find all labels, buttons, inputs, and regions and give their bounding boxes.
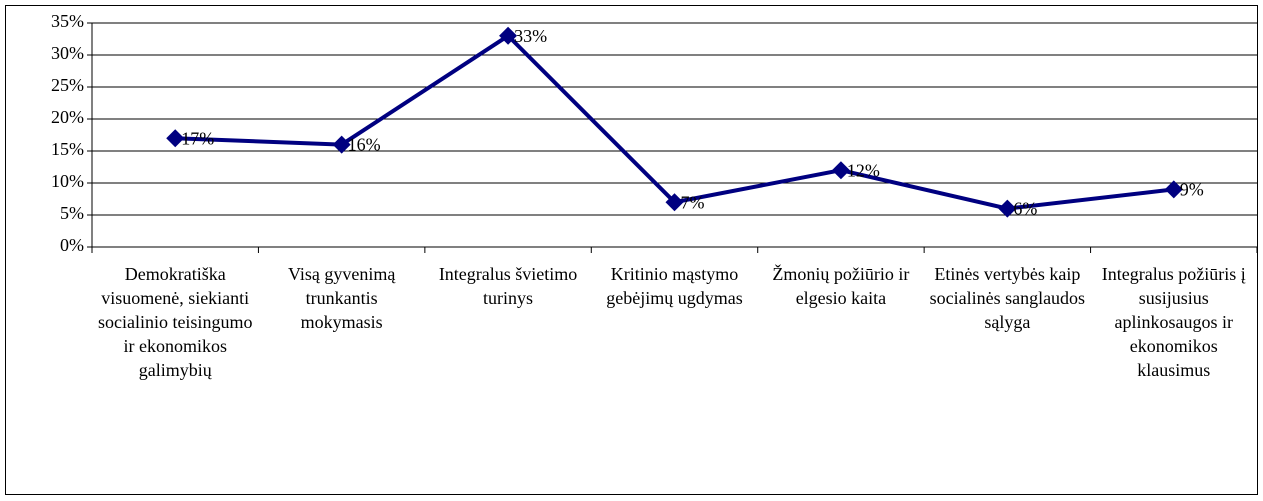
x-tick-label: Kritinio mąstymo gebėjimų ugdymas (606, 264, 743, 308)
data-label: 9% (1180, 180, 1204, 200)
marker (499, 26, 518, 45)
marker (332, 135, 351, 154)
y-tick-label: 5% (60, 203, 84, 223)
data-label: 33% (514, 26, 547, 46)
data-label: 7% (681, 192, 705, 212)
marker (831, 161, 850, 180)
data-label: 12% (847, 160, 880, 180)
y-tick-label: 25% (51, 75, 84, 95)
y-tick-label: 15% (51, 139, 84, 159)
data-label: 17% (181, 128, 214, 148)
x-tick-label: Etinės vertybės kaip socialinės sanglaud… (929, 264, 1086, 332)
y-tick-label: 10% (51, 171, 84, 191)
x-tick-label: Visą gyvenimą trunkantis mokymasis (287, 264, 396, 332)
y-tick-label: 20% (51, 107, 84, 127)
y-tick-label: 30% (51, 43, 84, 63)
marker (1164, 180, 1183, 199)
chart-border (5, 5, 1258, 495)
marker (166, 129, 185, 148)
data-label: 16% (348, 135, 381, 155)
marker (665, 193, 684, 212)
x-tick-label: Integralus požiūris į susijusius aplinko… (1101, 264, 1246, 380)
y-tick-label: 0% (60, 235, 84, 255)
data-label: 6% (1013, 199, 1037, 219)
x-tick-label: Integralus švietimo turinys (438, 264, 578, 308)
x-tick-label: Demokratiška visuomenė, siekianti social… (97, 264, 253, 380)
y-tick-label: 35% (51, 11, 84, 31)
marker (998, 199, 1017, 218)
x-tick-label: Žmonių požiūrio ir elgesio kaita (772, 264, 910, 308)
